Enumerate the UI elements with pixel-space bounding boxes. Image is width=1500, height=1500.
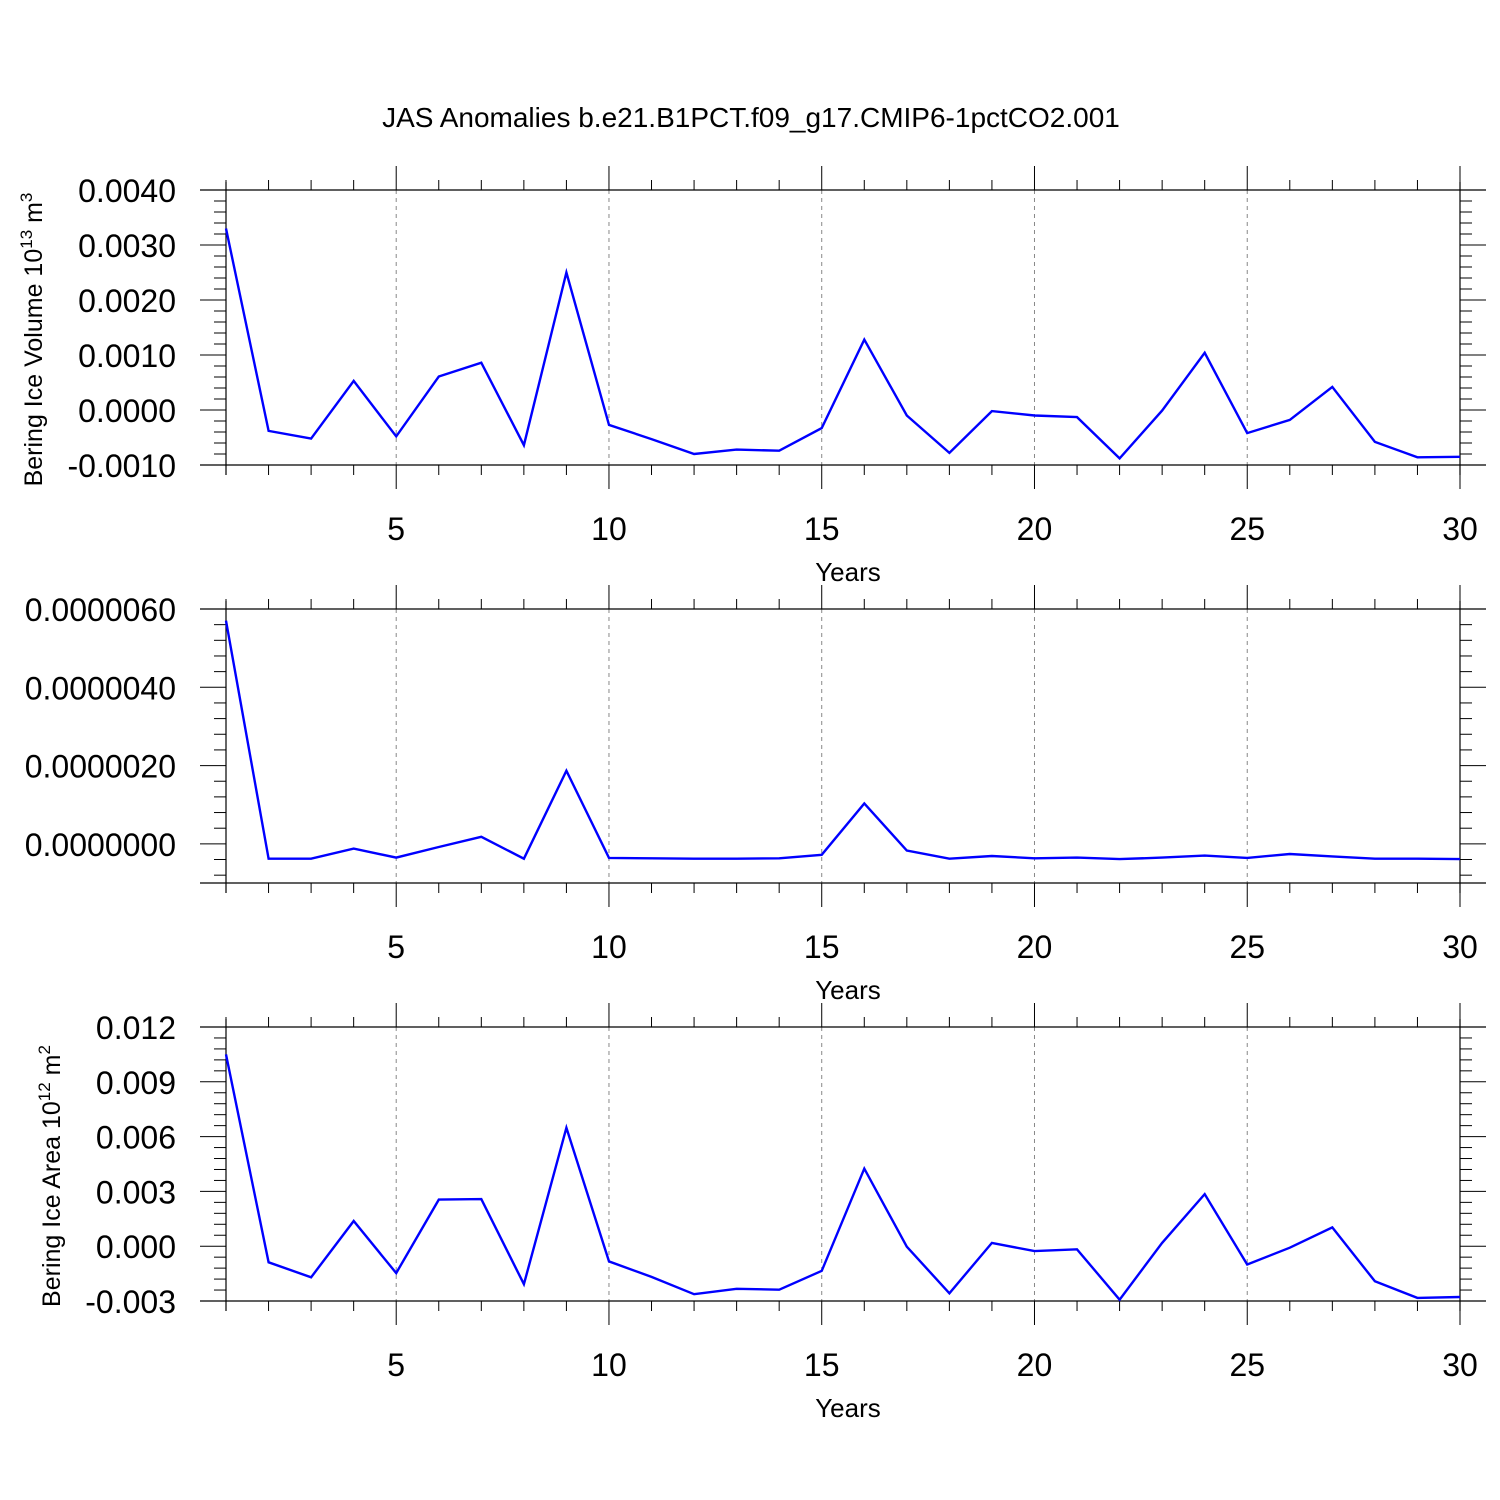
x-tick-label: 10	[591, 929, 627, 965]
x-tick-label: 20	[1017, 929, 1053, 965]
x-tick-label: 20	[1017, 511, 1053, 547]
y-axis-label-part: m	[38, 1055, 66, 1083]
x-tick-label: 30	[1442, 511, 1478, 547]
x-axis-label: Years	[815, 1393, 881, 1423]
y-tick-label: 0.009	[96, 1065, 176, 1101]
x-tick-label: 20	[1017, 1347, 1053, 1383]
y-axis-label-superscript: 12	[35, 1082, 54, 1101]
y-tick-label: 0.000	[96, 1229, 176, 1265]
x-tick-label: 25	[1229, 511, 1265, 547]
x-tick-label: 25	[1229, 1347, 1265, 1383]
x-axis-label: Years	[815, 975, 881, 1005]
y-axis-label-part: Bering Ice Area 10	[38, 1101, 66, 1307]
y-tick-label: 0.0020	[78, 283, 176, 319]
chart-panel-1: 5 10 15 20 25 30 Years -0.0010 0.0000 0.0010 0.002…	[17, 166, 1486, 587]
y-tick-label: -0.0010	[67, 448, 176, 484]
chart-title: JAS Anomalies b.e21.B1PCT.f09_g17.CMIP6-…	[382, 102, 1120, 133]
x-tick-label: 30	[1442, 929, 1478, 965]
y-axis-label-superscript: 2	[35, 1045, 54, 1054]
y-axis-label: Bering Ice Volume 1013 m3	[17, 193, 48, 487]
chart-panel-2: 5 10 15 20 25 30 Years 0.0000000 0.0000020 0.0000…	[25, 585, 1486, 1005]
y-tick-label: 0.0000060	[25, 592, 176, 628]
series-line	[224, 228, 1461, 461]
x-tick-label: 15	[804, 929, 840, 965]
x-tick-label: 25	[1229, 929, 1265, 965]
y-tick-label: 0.0000040	[25, 670, 176, 706]
x-tick-label: 10	[591, 1347, 627, 1383]
y-tick-label: 0.0000000	[25, 827, 176, 863]
y-tick-label: 0.0010	[78, 338, 176, 374]
y-tick-label: 0.0000020	[25, 749, 176, 785]
x-tick-label: 15	[804, 511, 840, 547]
x-tick-label: 5	[387, 511, 405, 547]
x-tick-label: 30	[1442, 1347, 1478, 1383]
y-axis-label-superscript: 13	[17, 230, 36, 249]
y-axis-label-part: Bering Ice Volume 10	[20, 249, 48, 487]
y-tick-label: 0.012	[96, 1010, 176, 1046]
chart-panel-3: 5 10 15 20 25 30 Years -0.003 0.000 0.003 0.006 0.0…	[35, 1003, 1486, 1423]
series-line	[224, 1054, 1461, 1302]
y-tick-label: 0.003	[96, 1174, 176, 1210]
y-axis-label: Bering Ice Area 1012 m2	[35, 1045, 66, 1307]
x-tick-label: 5	[387, 1347, 405, 1383]
y-tick-label: 0.0000	[78, 393, 176, 429]
y-tick-label: 0.0040	[78, 173, 176, 209]
y-tick-label: 0.006	[96, 1120, 176, 1156]
y-axis-label-part: m	[20, 202, 48, 230]
y-tick-label: -0.003	[85, 1284, 176, 1320]
x-tick-label: 5	[387, 929, 405, 965]
x-tick-label: 10	[591, 511, 627, 547]
series-line	[224, 620, 1461, 861]
x-tick-label: 15	[804, 1347, 840, 1383]
y-axis-label-superscript: 3	[17, 193, 36, 202]
y-tick-label: 0.0030	[78, 228, 176, 264]
x-axis-label: Years	[815, 557, 881, 587]
